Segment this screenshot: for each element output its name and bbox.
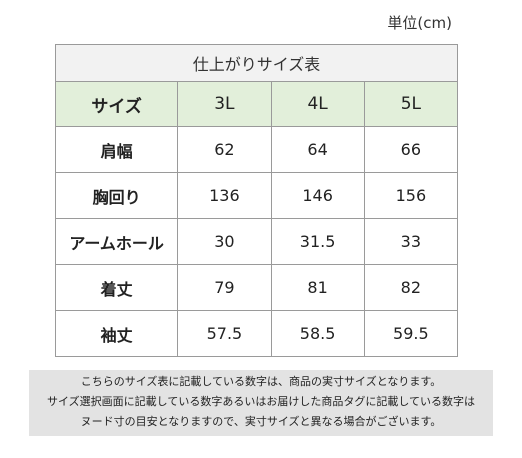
header-size-5l: 5L xyxy=(363,81,459,127)
size-table: 仕上がりサイズ表 サイズ 3L 4L 5L 肩幅 62 64 66 胸回り 13… xyxy=(54,44,459,357)
table-row-sleeve: 袖丈 57.5 58.5 59.5 xyxy=(54,310,459,357)
row-label: アームホール xyxy=(54,218,179,265)
table-cell: 64 xyxy=(270,126,365,173)
table-cell: 57.5 xyxy=(177,310,272,357)
table-cell: 82 xyxy=(363,264,459,311)
table-cell: 58.5 xyxy=(270,310,365,357)
table-row-chest: 胸回り 136 146 156 xyxy=(54,172,459,219)
unit-label: 単位(cm) xyxy=(387,14,452,32)
table-cell: 146 xyxy=(270,172,365,219)
table-header-row: サイズ 3L 4L 5L xyxy=(54,81,459,127)
row-label: 肩幅 xyxy=(54,126,179,173)
table-cell: 81 xyxy=(270,264,365,311)
table-cell: 136 xyxy=(177,172,272,219)
table-cell: 59.5 xyxy=(363,310,459,357)
table-cell: 79 xyxy=(177,264,272,311)
table-cell: 33 xyxy=(363,218,459,265)
table-caption-row: 仕上がりサイズ表 xyxy=(55,44,458,82)
note-line: こちらのサイズ表に記載している数字は、商品の実寸サイズとなります。 xyxy=(80,375,442,388)
table-caption: 仕上がりサイズ表 xyxy=(55,44,458,82)
note-line: ヌード寸の目安となりますので、実寸サイズと異なる場合がございます。 xyxy=(80,415,442,428)
header-size-4l: 4L xyxy=(270,81,365,127)
row-label: 着丈 xyxy=(54,264,179,311)
row-label: 胸回り xyxy=(54,172,179,219)
table-cell: 31.5 xyxy=(270,218,365,265)
table-row-length: 着丈 79 81 82 xyxy=(54,264,459,311)
row-label: 袖丈 xyxy=(54,310,179,357)
table-cell: 66 xyxy=(363,126,459,173)
header-size-3l: 3L xyxy=(177,81,272,127)
header-label: サイズ xyxy=(54,81,179,127)
table-cell: 62 xyxy=(177,126,272,173)
size-note: こちらのサイズ表に記載している数字は、商品の実寸サイズとなります。 サイズ選択画… xyxy=(29,370,493,436)
note-line: サイズ選択画面に記載している数字あるいはお届けした商品タグに記載している数字は xyxy=(46,395,475,408)
table-row-armhole: アームホール 30 31.5 33 xyxy=(54,218,459,265)
table-row-shoulder: 肩幅 62 64 66 xyxy=(54,126,459,173)
table-cell: 156 xyxy=(363,172,459,219)
table-cell: 30 xyxy=(177,218,272,265)
